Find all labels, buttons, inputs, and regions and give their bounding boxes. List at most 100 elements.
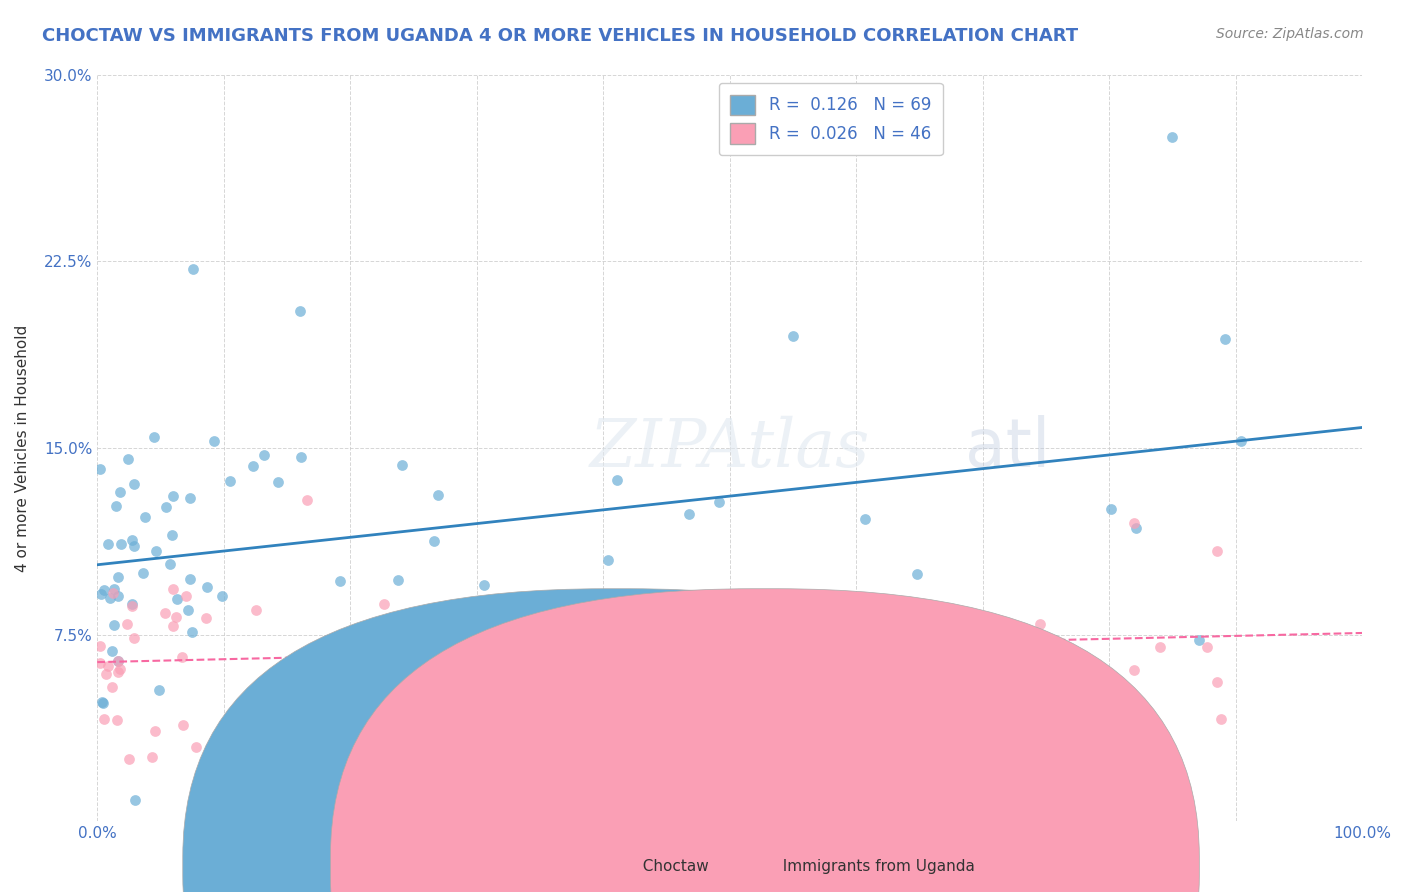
Point xyxy=(97,659,120,673)
Point xyxy=(290,450,312,464)
Point xyxy=(118,752,141,766)
Point xyxy=(245,602,267,616)
Point xyxy=(155,500,177,514)
Point xyxy=(179,572,201,586)
Point xyxy=(110,537,132,551)
Point xyxy=(195,611,218,625)
Point xyxy=(103,618,125,632)
Point xyxy=(105,713,128,727)
Point xyxy=(91,696,114,710)
Point xyxy=(905,566,928,581)
Point xyxy=(117,451,139,466)
Point xyxy=(782,329,804,343)
Point xyxy=(90,587,112,601)
Point xyxy=(107,654,129,668)
Point xyxy=(145,544,167,558)
Point xyxy=(852,611,875,625)
Point xyxy=(108,484,131,499)
Point xyxy=(172,718,194,732)
Point xyxy=(101,680,124,694)
Point xyxy=(219,475,242,489)
Point xyxy=(121,533,143,547)
Point xyxy=(1209,712,1232,726)
Point xyxy=(107,665,129,680)
Point xyxy=(162,489,184,503)
Point xyxy=(93,712,115,726)
Point xyxy=(1029,616,1052,631)
Point xyxy=(423,533,446,548)
Point xyxy=(122,477,145,491)
Point xyxy=(1206,675,1229,690)
Point xyxy=(89,462,111,476)
Point xyxy=(165,609,187,624)
Point xyxy=(295,492,318,507)
Point xyxy=(162,618,184,632)
Point xyxy=(427,488,450,502)
Point xyxy=(253,448,276,462)
Point xyxy=(211,589,233,603)
Point xyxy=(1206,544,1229,558)
Point xyxy=(1099,502,1122,516)
Point xyxy=(202,434,225,449)
Point xyxy=(103,582,125,596)
Point xyxy=(145,723,167,738)
Point xyxy=(472,577,495,591)
Point xyxy=(1188,633,1211,648)
Point xyxy=(1230,434,1253,449)
Point xyxy=(162,582,184,596)
Point xyxy=(97,537,120,551)
Point xyxy=(853,512,876,526)
Point xyxy=(382,630,405,644)
Point xyxy=(288,304,311,318)
Point xyxy=(1123,663,1146,677)
Point xyxy=(124,631,146,645)
Point xyxy=(132,566,155,581)
Point xyxy=(107,654,129,668)
Y-axis label: 4 or more Vehicles in Household: 4 or more Vehicles in Household xyxy=(15,325,30,572)
Point xyxy=(170,650,193,665)
Point xyxy=(153,606,176,620)
Point xyxy=(89,639,111,653)
Point xyxy=(148,683,170,698)
Point xyxy=(143,429,166,443)
Point xyxy=(91,695,114,709)
Point xyxy=(124,793,146,807)
Point xyxy=(184,739,207,754)
Point xyxy=(267,475,290,489)
Text: Choctaw: Choctaw xyxy=(633,859,709,874)
Text: Immigrants from Uganda: Immigrants from Uganda xyxy=(773,859,976,874)
Point xyxy=(96,667,118,681)
Point xyxy=(1213,332,1236,346)
Point xyxy=(166,592,188,607)
Point xyxy=(391,458,413,472)
Point xyxy=(825,686,848,700)
Legend: R =  0.126   N = 69, R =  0.026   N = 46: R = 0.126 N = 69, R = 0.026 N = 46 xyxy=(718,83,943,155)
Point xyxy=(242,459,264,474)
Point xyxy=(526,612,548,626)
Point xyxy=(93,583,115,598)
Point xyxy=(176,589,198,603)
Point xyxy=(107,589,129,603)
Point xyxy=(108,662,131,676)
Point xyxy=(1125,521,1147,535)
Point xyxy=(100,591,122,606)
Point xyxy=(648,597,671,611)
Point xyxy=(440,608,463,623)
Point xyxy=(195,580,218,594)
Point xyxy=(387,573,409,587)
Point xyxy=(1161,129,1184,144)
Point xyxy=(141,749,163,764)
Point xyxy=(160,528,183,542)
Text: ZIPAtlas: ZIPAtlas xyxy=(589,416,870,481)
Point xyxy=(638,654,661,668)
Point xyxy=(181,262,204,277)
Point xyxy=(107,570,129,584)
Point xyxy=(524,668,547,682)
Point xyxy=(224,734,246,748)
Point xyxy=(596,553,619,567)
Point xyxy=(678,507,700,521)
Point xyxy=(283,723,305,737)
Point xyxy=(89,656,111,670)
Point xyxy=(1123,516,1146,530)
Point xyxy=(373,597,395,611)
